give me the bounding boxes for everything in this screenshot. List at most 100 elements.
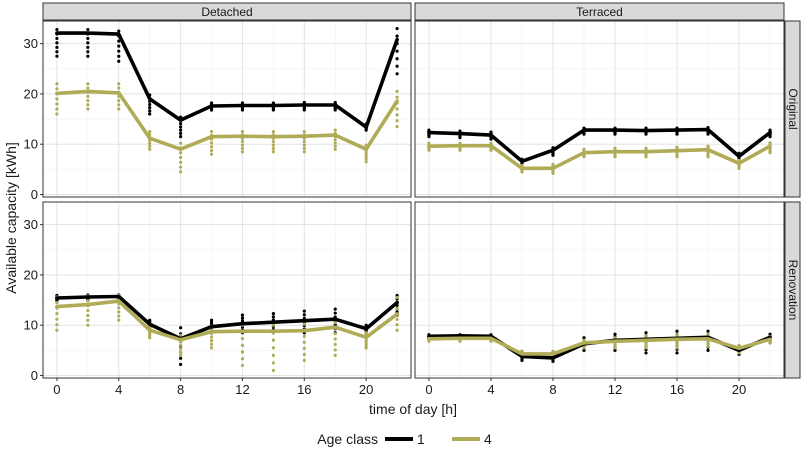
data-point-age-class-4 <box>427 141 431 145</box>
panel-original-detached: 0 10 20 30 <box>24 20 412 202</box>
data-point-age-class-4 <box>209 346 214 350</box>
y-axis-title: Available capacity [kWh] <box>3 142 19 293</box>
data-point-age-class-4 <box>675 145 679 149</box>
data-point-age-class-4 <box>302 140 306 144</box>
data-point-age-class-4 <box>148 147 152 151</box>
data-point-age-class-4 <box>582 147 586 151</box>
data-point-age-class-1 <box>644 331 648 335</box>
data-point-age-class-4 <box>364 157 368 161</box>
data-point-age-class-4 <box>768 141 772 145</box>
data-point-age-class-4 <box>271 146 275 150</box>
series-line-age-class-1 <box>55 294 399 341</box>
series-line-age-class-4 <box>55 89 399 151</box>
data-point-age-class-1 <box>179 131 183 135</box>
data-point-age-class-1 <box>55 45 59 49</box>
data-point-age-class-4 <box>395 119 399 123</box>
data-point-age-class-4 <box>86 313 90 318</box>
data-point-age-class-4 <box>117 314 121 318</box>
data-point-age-class-4 <box>364 160 368 164</box>
data-point-age-class-4 <box>302 322 306 326</box>
data-point-age-class-1 <box>395 64 399 68</box>
panel-background <box>43 21 411 197</box>
data-point-age-class-4 <box>240 150 245 154</box>
series-line-age-class-4 <box>427 143 772 171</box>
data-point-age-class-4 <box>364 346 368 350</box>
data-point-age-class-4 <box>395 323 399 327</box>
y-tick-label: 30 <box>24 217 38 232</box>
legend-title: Age class <box>317 431 378 447</box>
data-point-age-class-4 <box>86 99 90 103</box>
y-tick-label: 20 <box>24 267 38 282</box>
facet-label-original: Original <box>786 88 800 129</box>
data-point-age-class-1 <box>706 329 710 333</box>
data-point-age-class-4 <box>271 338 275 342</box>
x-tick-label: 12 <box>235 382 249 397</box>
y-tick-label: 30 <box>24 36 38 51</box>
data-point-age-class-4 <box>179 155 183 160</box>
data-point-age-class-4 <box>333 128 337 132</box>
data-point-age-class-4 <box>302 340 306 344</box>
data-point-age-class-4 <box>179 151 183 155</box>
facet-label-terraced: Terraced <box>576 5 623 19</box>
data-point-age-class-1 <box>117 54 121 58</box>
data-point-age-class-4 <box>333 144 337 148</box>
data-point-age-class-1 <box>179 125 183 129</box>
data-point-age-class-4 <box>179 170 183 174</box>
data-point-age-class-1 <box>179 356 183 360</box>
data-point-age-class-4 <box>271 346 275 350</box>
data-point-age-class-1 <box>582 336 586 340</box>
data-point-age-class-1 <box>240 319 245 323</box>
data-point-age-class-1 <box>148 106 152 110</box>
x-tick-label: 20 <box>359 382 373 397</box>
y-tick-label: 10 <box>24 137 38 152</box>
data-point-age-class-1 <box>117 44 121 48</box>
data-point-age-class-4 <box>333 138 337 142</box>
data-point-age-class-4 <box>86 299 90 303</box>
x-tick-label: 16 <box>297 382 311 397</box>
data-point-age-class-4 <box>333 353 337 357</box>
data-point-age-class-4 <box>179 160 183 164</box>
x-tick-label: 0 <box>53 382 60 397</box>
data-point-age-class-1 <box>179 362 183 367</box>
data-point-age-class-4 <box>179 343 183 347</box>
data-point-age-class-4 <box>55 300 59 305</box>
data-point-age-class-4 <box>209 152 214 156</box>
data-point-age-class-4 <box>86 323 90 327</box>
x-tick-label: 4 <box>115 382 122 397</box>
data-point-age-class-4 <box>55 312 59 316</box>
data-point-age-class-1 <box>706 348 710 352</box>
data-point-age-class-1 <box>86 36 90 41</box>
data-point-age-class-4 <box>302 358 306 362</box>
data-point-age-class-4 <box>395 295 399 300</box>
legend-label-age-class-4: 4 <box>484 431 492 447</box>
data-point-age-class-4 <box>240 143 245 147</box>
panel-border <box>414 20 785 198</box>
data-point-age-class-1 <box>395 26 399 31</box>
data-point-age-class-1 <box>768 128 772 132</box>
data-point-age-class-4 <box>737 343 741 347</box>
data-point-age-class-1 <box>55 54 59 58</box>
data-point-age-class-1 <box>179 135 183 139</box>
data-point-age-class-1 <box>117 39 121 43</box>
facet-strip-detached <box>42 2 412 21</box>
data-point-age-class-1 <box>86 27 90 32</box>
panels-layer: Detached Terraced Original Renovation 0 10 20 3… <box>24 2 801 397</box>
data-point-age-class-1 <box>644 351 648 355</box>
data-point-age-class-4 <box>302 130 306 134</box>
data-point-age-class-4 <box>240 357 245 361</box>
data-point-age-class-4 <box>333 337 337 341</box>
x-tick-label: 16 <box>670 382 684 397</box>
data-point-age-class-4 <box>302 150 306 154</box>
data-point-age-class-4 <box>117 103 121 107</box>
data-point-age-class-1 <box>209 318 214 322</box>
data-point-age-class-4 <box>55 82 59 86</box>
data-point-age-class-1 <box>395 72 399 76</box>
panel-original-terraced <box>414 20 785 198</box>
data-point-age-class-4 <box>395 113 399 117</box>
facet-strip-original <box>784 20 801 198</box>
facet-strip-terraced <box>414 2 785 21</box>
data-point-age-class-1 <box>333 311 337 315</box>
data-point-age-class-4 <box>240 140 245 144</box>
data-point-age-class-4 <box>148 130 152 134</box>
